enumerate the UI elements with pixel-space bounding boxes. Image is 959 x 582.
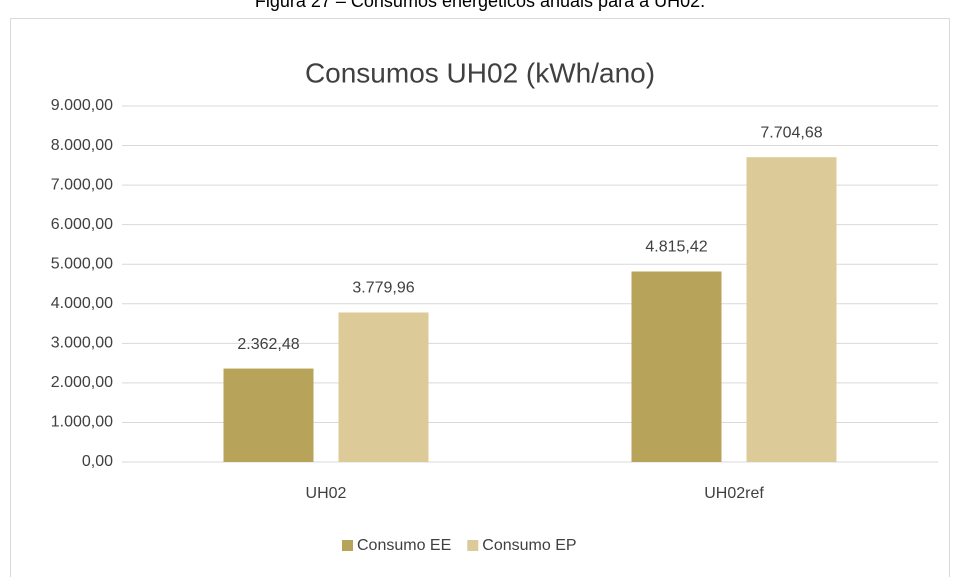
y-tick-label: 2.000,00 [51, 374, 113, 391]
data-label: 4.815,42 [645, 239, 707, 256]
bar [338, 312, 429, 462]
legend-label: Consumo EP [482, 537, 576, 554]
bar [223, 368, 314, 462]
data-label: 2.362,48 [237, 336, 299, 353]
y-tick-label: 3.000,00 [51, 335, 113, 352]
y-tick-label: 0,00 [82, 453, 113, 470]
data-label: 3.779,96 [352, 280, 414, 297]
y-tick-label: 7.000,00 [51, 176, 113, 193]
caption: Figura 27 – Consumos energéticos anuais … [255, 0, 705, 11]
legend-swatch [342, 540, 353, 551]
y-tick-label: 1.000,00 [51, 414, 113, 431]
legend-swatch [467, 540, 479, 551]
data-label: 7.704,68 [760, 124, 822, 141]
y-tick-label: 9.000,00 [51, 97, 113, 114]
y-tick-label: 8.000,00 [51, 137, 113, 154]
bar [631, 271, 722, 462]
y-tick-label: 5.000,00 [51, 255, 113, 272]
legend-label: Consumo EE [357, 537, 451, 554]
x-tick-label: UH02ref [704, 485, 764, 502]
chart-title: Consumos UH02 (kWh/ano) [305, 57, 655, 88]
y-tick-label: 4.000,00 [51, 295, 113, 312]
bar [746, 157, 837, 462]
x-tick-label: UH02 [306, 485, 347, 502]
y-tick-label: 6.000,00 [51, 216, 113, 233]
